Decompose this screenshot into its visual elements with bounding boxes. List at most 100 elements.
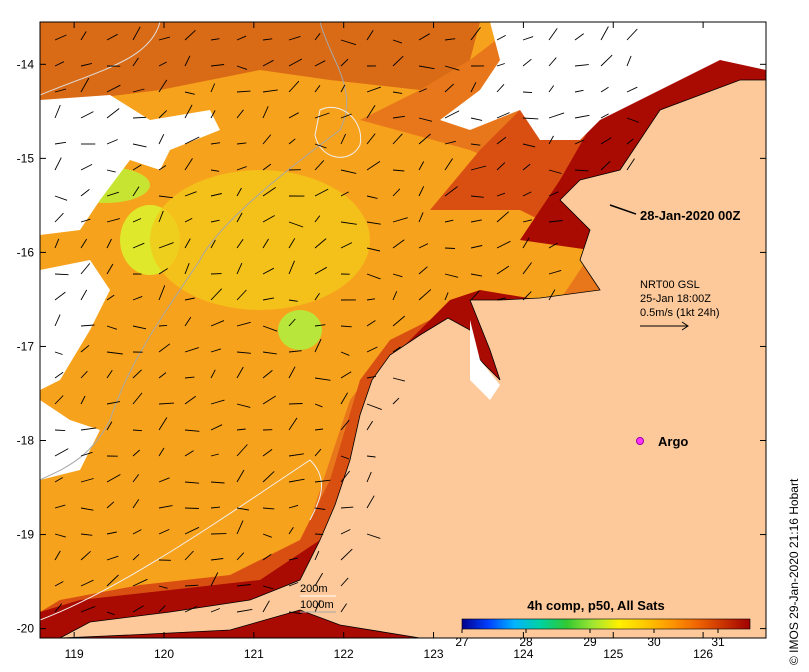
current-arrow xyxy=(210,558,224,561)
current-arrow xyxy=(340,470,351,483)
plot-area xyxy=(40,22,766,638)
argo-label: Argo xyxy=(658,434,688,449)
current-arrow xyxy=(210,142,221,145)
current-arrow xyxy=(314,85,321,93)
y-tick-label: -14 xyxy=(17,57,35,71)
current-arrow xyxy=(548,242,558,249)
current-arrow xyxy=(54,395,64,405)
current-arrow xyxy=(522,91,533,94)
current-arrow xyxy=(80,324,95,327)
current-arrow xyxy=(366,346,378,353)
current-arrow xyxy=(80,395,86,405)
current-arrow xyxy=(366,403,382,411)
current-arrow xyxy=(392,133,403,145)
current-arrow xyxy=(54,477,63,483)
current-arrow xyxy=(314,215,321,223)
current-arrow xyxy=(314,428,324,431)
current-arrow xyxy=(262,238,269,249)
current-arrow xyxy=(210,506,221,509)
current-arrow xyxy=(132,392,143,405)
x-tick-label: 123 xyxy=(424,647,444,661)
current-arrow xyxy=(366,273,381,280)
colorbar-tick-label: 28 xyxy=(519,635,533,649)
current-arrow xyxy=(340,506,354,509)
current-arrow xyxy=(158,402,175,405)
current-arrow xyxy=(158,165,167,171)
current-arrow xyxy=(288,582,299,587)
current-arrow xyxy=(158,447,165,457)
current-arrow xyxy=(158,528,170,535)
current-arrow xyxy=(80,370,88,379)
current-arrow xyxy=(54,371,64,379)
x-tick-label: 119 xyxy=(65,647,84,661)
current-arrow xyxy=(106,238,112,249)
current-arrow xyxy=(184,263,190,275)
current-arrow xyxy=(626,138,634,145)
current-arrow xyxy=(158,110,168,119)
current-arrow xyxy=(522,36,534,41)
current-arrow xyxy=(470,82,477,93)
current-arrow xyxy=(184,136,200,145)
current-arrow xyxy=(288,417,298,431)
current-arrow xyxy=(392,377,406,382)
current-arrow xyxy=(236,321,251,327)
current-arrow xyxy=(522,58,532,67)
current-arrow xyxy=(132,553,140,561)
current-arrow xyxy=(392,91,403,94)
current-arrow xyxy=(210,110,216,119)
current-arrow xyxy=(600,160,611,171)
current-arrow xyxy=(288,238,296,249)
current-arrow xyxy=(80,344,90,353)
current-arrow xyxy=(132,449,141,457)
current-arrow xyxy=(470,273,483,277)
current-arrow xyxy=(496,162,506,171)
current-arrow xyxy=(132,578,148,587)
current-arrow xyxy=(444,110,460,119)
current-arrow xyxy=(444,219,454,223)
current-arrow xyxy=(158,242,174,249)
current-arrow xyxy=(80,550,91,561)
current-arrow xyxy=(314,112,330,119)
current-arrow xyxy=(340,113,352,119)
current-arrow xyxy=(184,29,196,41)
current-arrow xyxy=(262,59,274,67)
current-arrow xyxy=(210,219,220,223)
current-arrow xyxy=(470,165,487,171)
current-arrow xyxy=(574,169,589,172)
current-arrow xyxy=(574,64,589,67)
current-arrow xyxy=(210,399,225,405)
current-arrow xyxy=(288,318,296,327)
current-arrow xyxy=(288,611,302,615)
current-arrow xyxy=(158,343,171,353)
current-arrow xyxy=(132,325,147,330)
colorbar-tick-label: 30 xyxy=(647,635,661,649)
current-arrow xyxy=(366,455,376,458)
current-arrow xyxy=(340,84,346,93)
x-tick-label: 126 xyxy=(693,647,713,661)
current-arrow xyxy=(314,550,320,561)
current-arrow xyxy=(106,263,114,275)
current-arrow xyxy=(184,158,193,171)
current-arrow xyxy=(366,471,372,483)
current-arrow xyxy=(132,295,143,301)
current-arrow xyxy=(54,104,61,119)
current-arrow xyxy=(80,31,87,41)
current-arrow xyxy=(392,239,405,249)
y-tick-label: -18 xyxy=(17,434,35,448)
current-arrow xyxy=(314,448,322,457)
current-arrow xyxy=(418,88,427,93)
current-arrow xyxy=(262,267,275,275)
current-arrow xyxy=(80,77,90,93)
y-tick-label: -17 xyxy=(17,339,35,353)
current-info-line1: NRT00 GSL xyxy=(640,279,700,291)
current-arrow xyxy=(210,38,220,41)
current-arrow xyxy=(340,58,349,67)
current-arrow xyxy=(80,238,88,249)
current-arrow xyxy=(106,351,123,355)
current-arrow xyxy=(314,600,321,613)
current-arrow xyxy=(626,86,638,93)
timestamp-label: 28-Jan-2020 00Z xyxy=(640,208,741,223)
current-arrow xyxy=(54,195,68,201)
current-arrow xyxy=(496,211,509,223)
